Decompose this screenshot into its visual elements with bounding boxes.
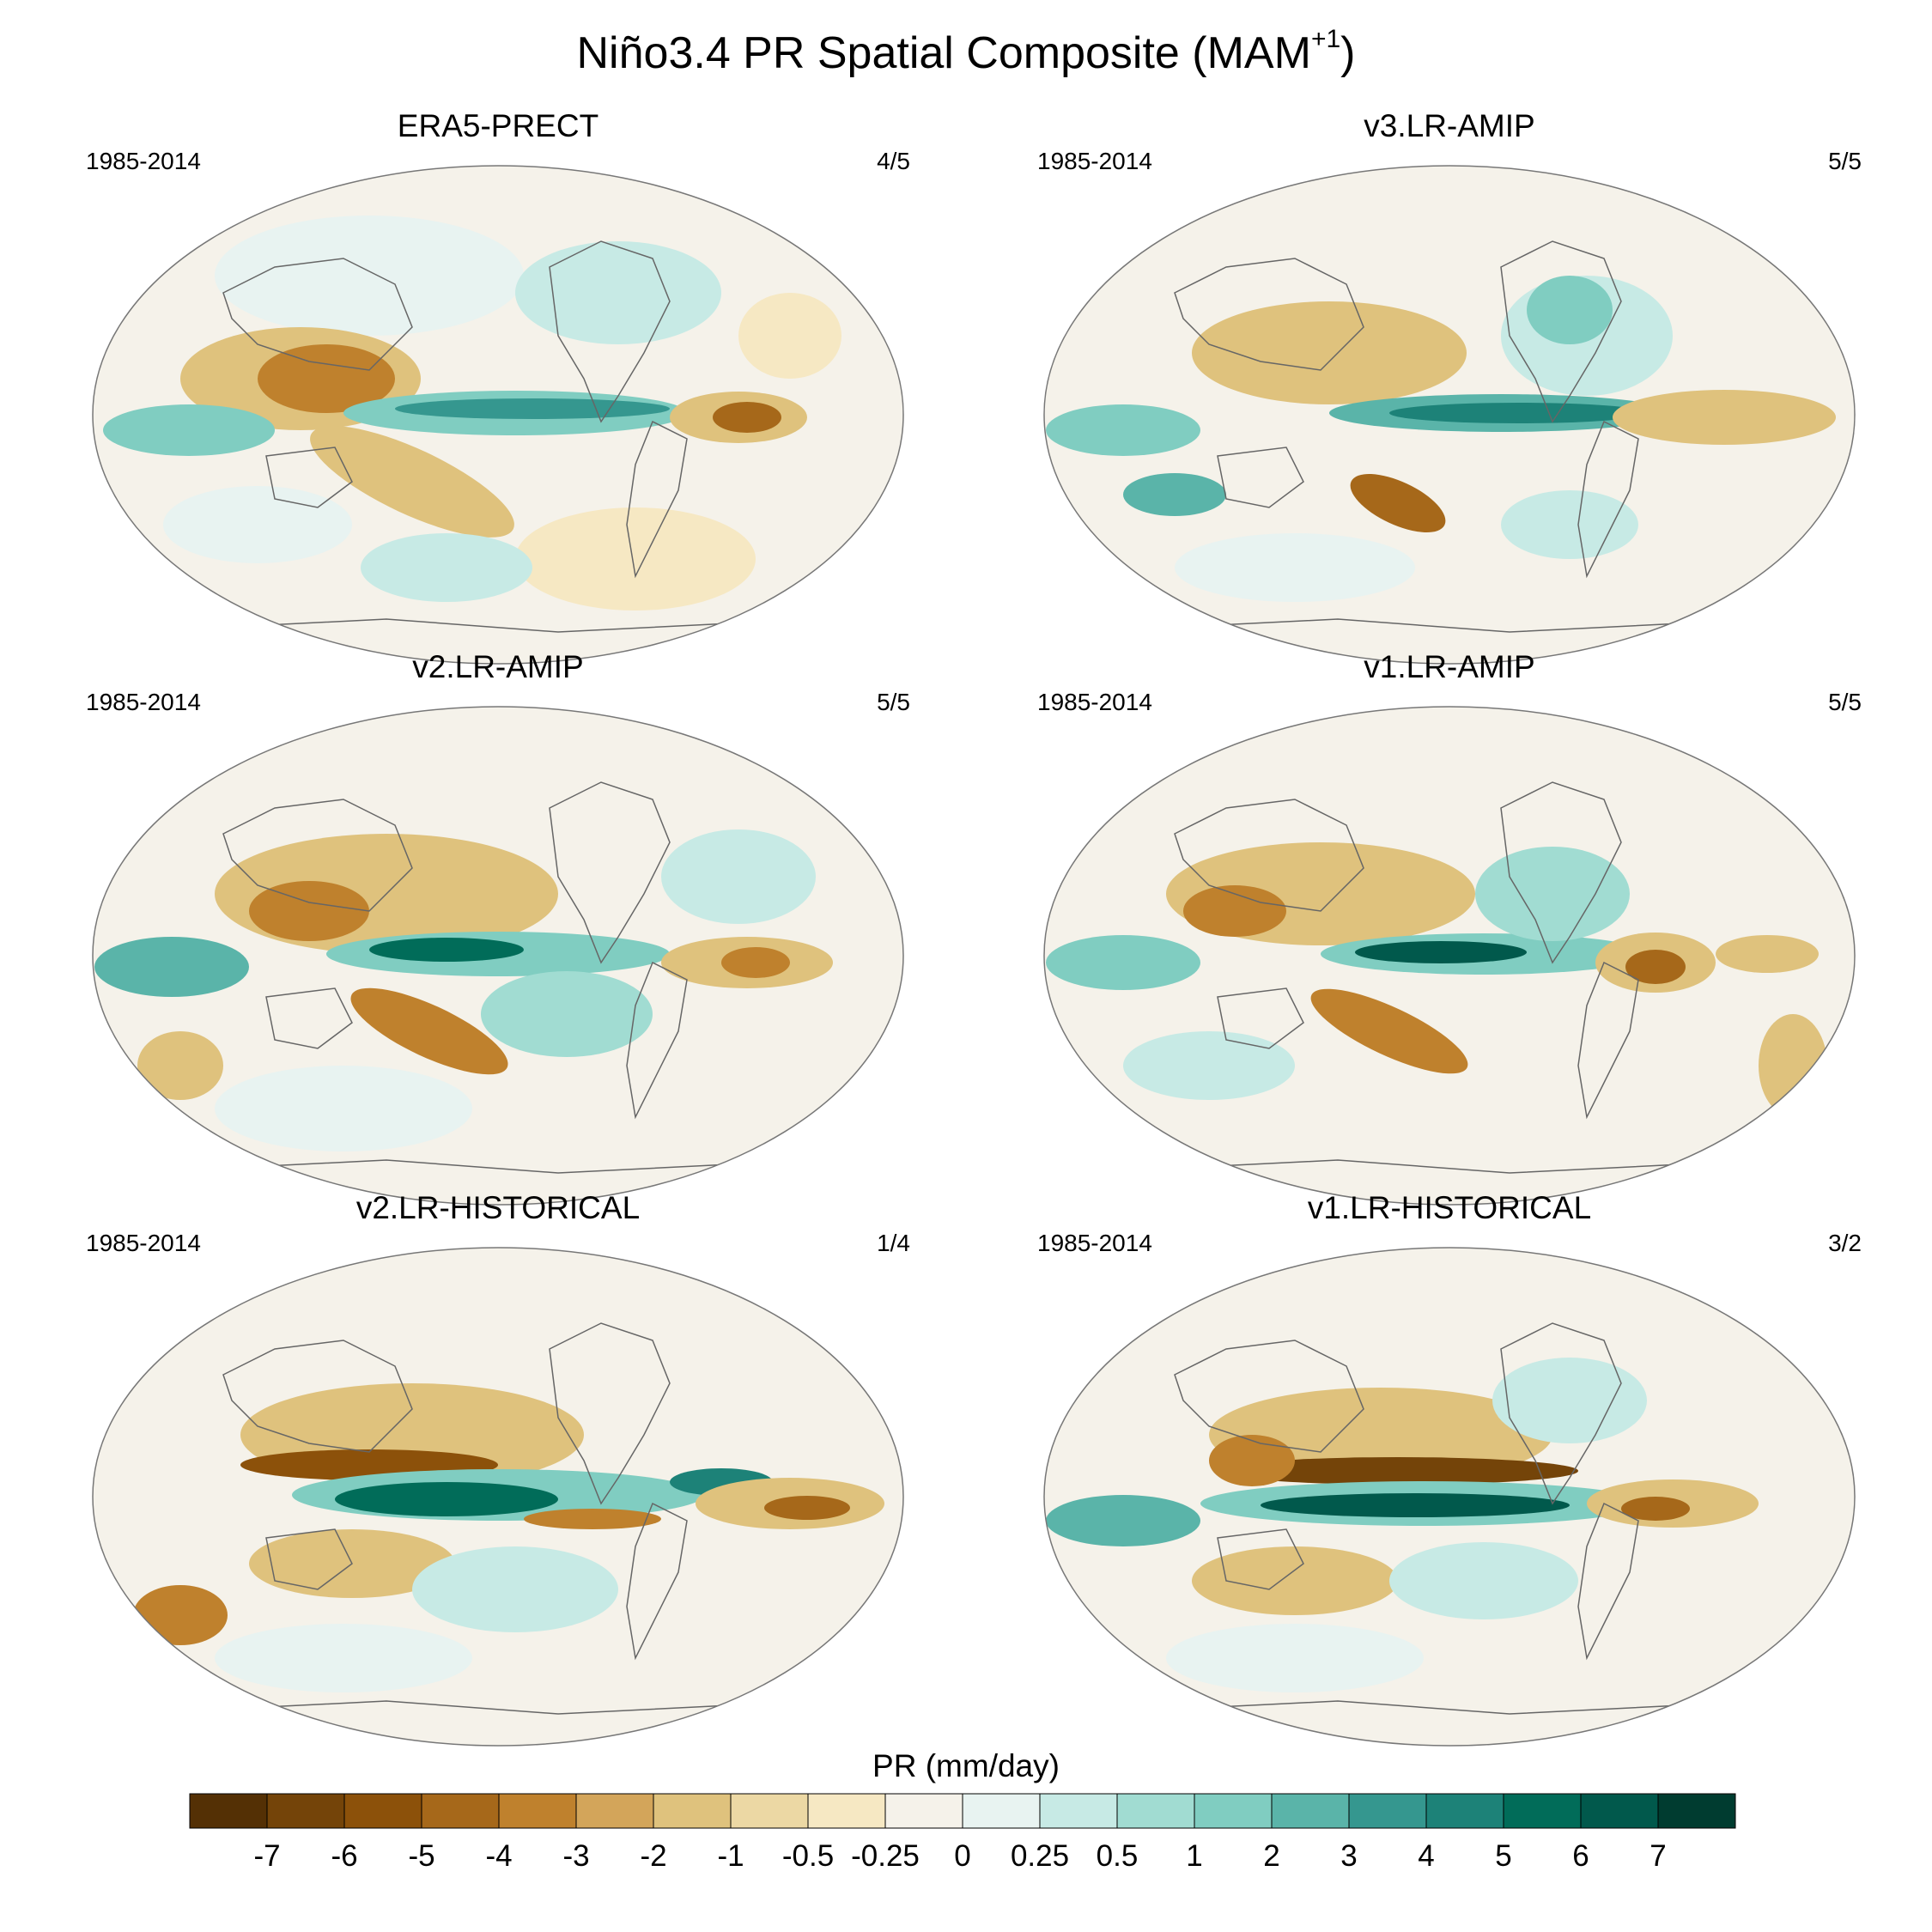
map-panel-era5-prect: ERA5-PRECT 1985-2014 4/5 [86, 107, 910, 665]
colorbar-swatch [807, 1793, 886, 1829]
precip-anomaly-map [92, 165, 904, 665]
colorbar-swatch [1116, 1793, 1195, 1829]
panel-title: ERA5-PRECT [397, 108, 599, 143]
colorbar-swatch [962, 1793, 1041, 1829]
map-panel-v2-lr-amip: v2.LR-AMIP 1985-2014 5/5 [86, 648, 910, 1206]
colorbar-swatch [343, 1793, 422, 1829]
panel-period: 1985-2014 [86, 148, 201, 174]
colorbar-tick-label: 1 [1186, 1839, 1203, 1873]
colorbar [189, 1793, 1736, 1829]
colorbar-swatch [1503, 1793, 1582, 1829]
colorbar-swatch [884, 1793, 963, 1829]
colorbar-swatch [189, 1793, 268, 1829]
panel-title: v2.LR-AMIP [412, 649, 584, 684]
panel-ratio: 5/5 [877, 689, 910, 715]
panel-period: 1985-2014 [1037, 689, 1152, 715]
panel-title: v3.LR-AMIP [1364, 108, 1535, 143]
colorbar-tick-label: 4 [1418, 1839, 1435, 1873]
colorbar-swatch [1271, 1793, 1350, 1829]
colorbar-swatch [421, 1793, 500, 1829]
panel-period: 1985-2014 [86, 689, 201, 715]
colorbar-tick-label: -6 [331, 1839, 358, 1873]
colorbar-title: PR (mm/day) [872, 1748, 1060, 1783]
colorbar-swatch [1657, 1793, 1736, 1829]
colorbar-tick-label: 6 [1572, 1839, 1589, 1873]
map-panel-v3-lr-amip: v3.LR-AMIP 1985-2014 5/5 [1037, 107, 1862, 665]
map-panel-v1-lr-historical: v1.LR-HISTORICAL 1985-2014 3/2 [1037, 1189, 1862, 1747]
colorbar-tick-label: 0.5 [1096, 1839, 1139, 1873]
panel-title: v1.LR-AMIP [1364, 649, 1535, 684]
colorbar-tick-label: -3 [562, 1839, 590, 1873]
panel-title: v2.LR-HISTORICAL [355, 1190, 641, 1225]
precip-anomaly-map [92, 706, 904, 1206]
colorbar-tick-label: -1 [717, 1839, 744, 1873]
panel-ratio: 4/5 [877, 148, 910, 174]
colorbar-tick-label: 5 [1495, 1839, 1512, 1873]
colorbar-swatch [575, 1793, 654, 1829]
colorbar-tick-label: 0 [954, 1839, 971, 1873]
panel-period: 1985-2014 [86, 1230, 201, 1256]
colorbar-tick-label: -7 [253, 1839, 281, 1873]
figure-title: Niño3.4 PR Spatial Composite (MAM+1) [576, 25, 1356, 79]
colorbar-swatch [498, 1793, 577, 1829]
panel-period: 1985-2014 [1037, 1230, 1152, 1256]
map-panel-v1-lr-amip: v1.LR-AMIP 1985-2014 5/5 [1037, 648, 1862, 1206]
colorbar-swatch [266, 1793, 345, 1829]
colorbar-swatch [730, 1793, 809, 1829]
colorbar-tick-label: 2 [1263, 1839, 1280, 1873]
panel-ratio: 5/5 [1828, 689, 1862, 715]
colorbar-swatch [1348, 1793, 1427, 1829]
panel-ratio: 1/4 [877, 1230, 910, 1256]
colorbar-tick-label: 0.25 [1010, 1839, 1070, 1873]
colorbar-swatch [1039, 1793, 1118, 1829]
panel-ratio: 3/2 [1828, 1230, 1862, 1256]
colorbar-tick-label: -0.5 [781, 1839, 835, 1873]
panel-title: v1.LR-HISTORICAL [1307, 1190, 1592, 1225]
colorbar-swatch [1194, 1793, 1273, 1829]
colorbar-swatch [653, 1793, 732, 1829]
colorbar-swatch [1425, 1793, 1504, 1829]
precip-anomaly-map [92, 1247, 904, 1747]
precip-anomaly-map [1043, 706, 1856, 1206]
colorbar-tick-label: 7 [1649, 1839, 1667, 1873]
map-panel-v2-lr-historical: v2.LR-HISTORICAL 1985-2014 1/4 [86, 1189, 910, 1747]
panel-period: 1985-2014 [1037, 148, 1152, 174]
colorbar-tick-label: -0.25 [851, 1839, 920, 1873]
colorbar-tick-label: -4 [485, 1839, 513, 1873]
colorbar-tick-label: -5 [408, 1839, 435, 1873]
precip-anomaly-map [1043, 165, 1856, 665]
colorbar-swatch [1580, 1793, 1659, 1829]
panel-ratio: 5/5 [1828, 148, 1862, 174]
colorbar-tick-label: 3 [1340, 1839, 1358, 1873]
precip-anomaly-map [1043, 1247, 1856, 1747]
colorbar-tick-label: -2 [640, 1839, 667, 1873]
